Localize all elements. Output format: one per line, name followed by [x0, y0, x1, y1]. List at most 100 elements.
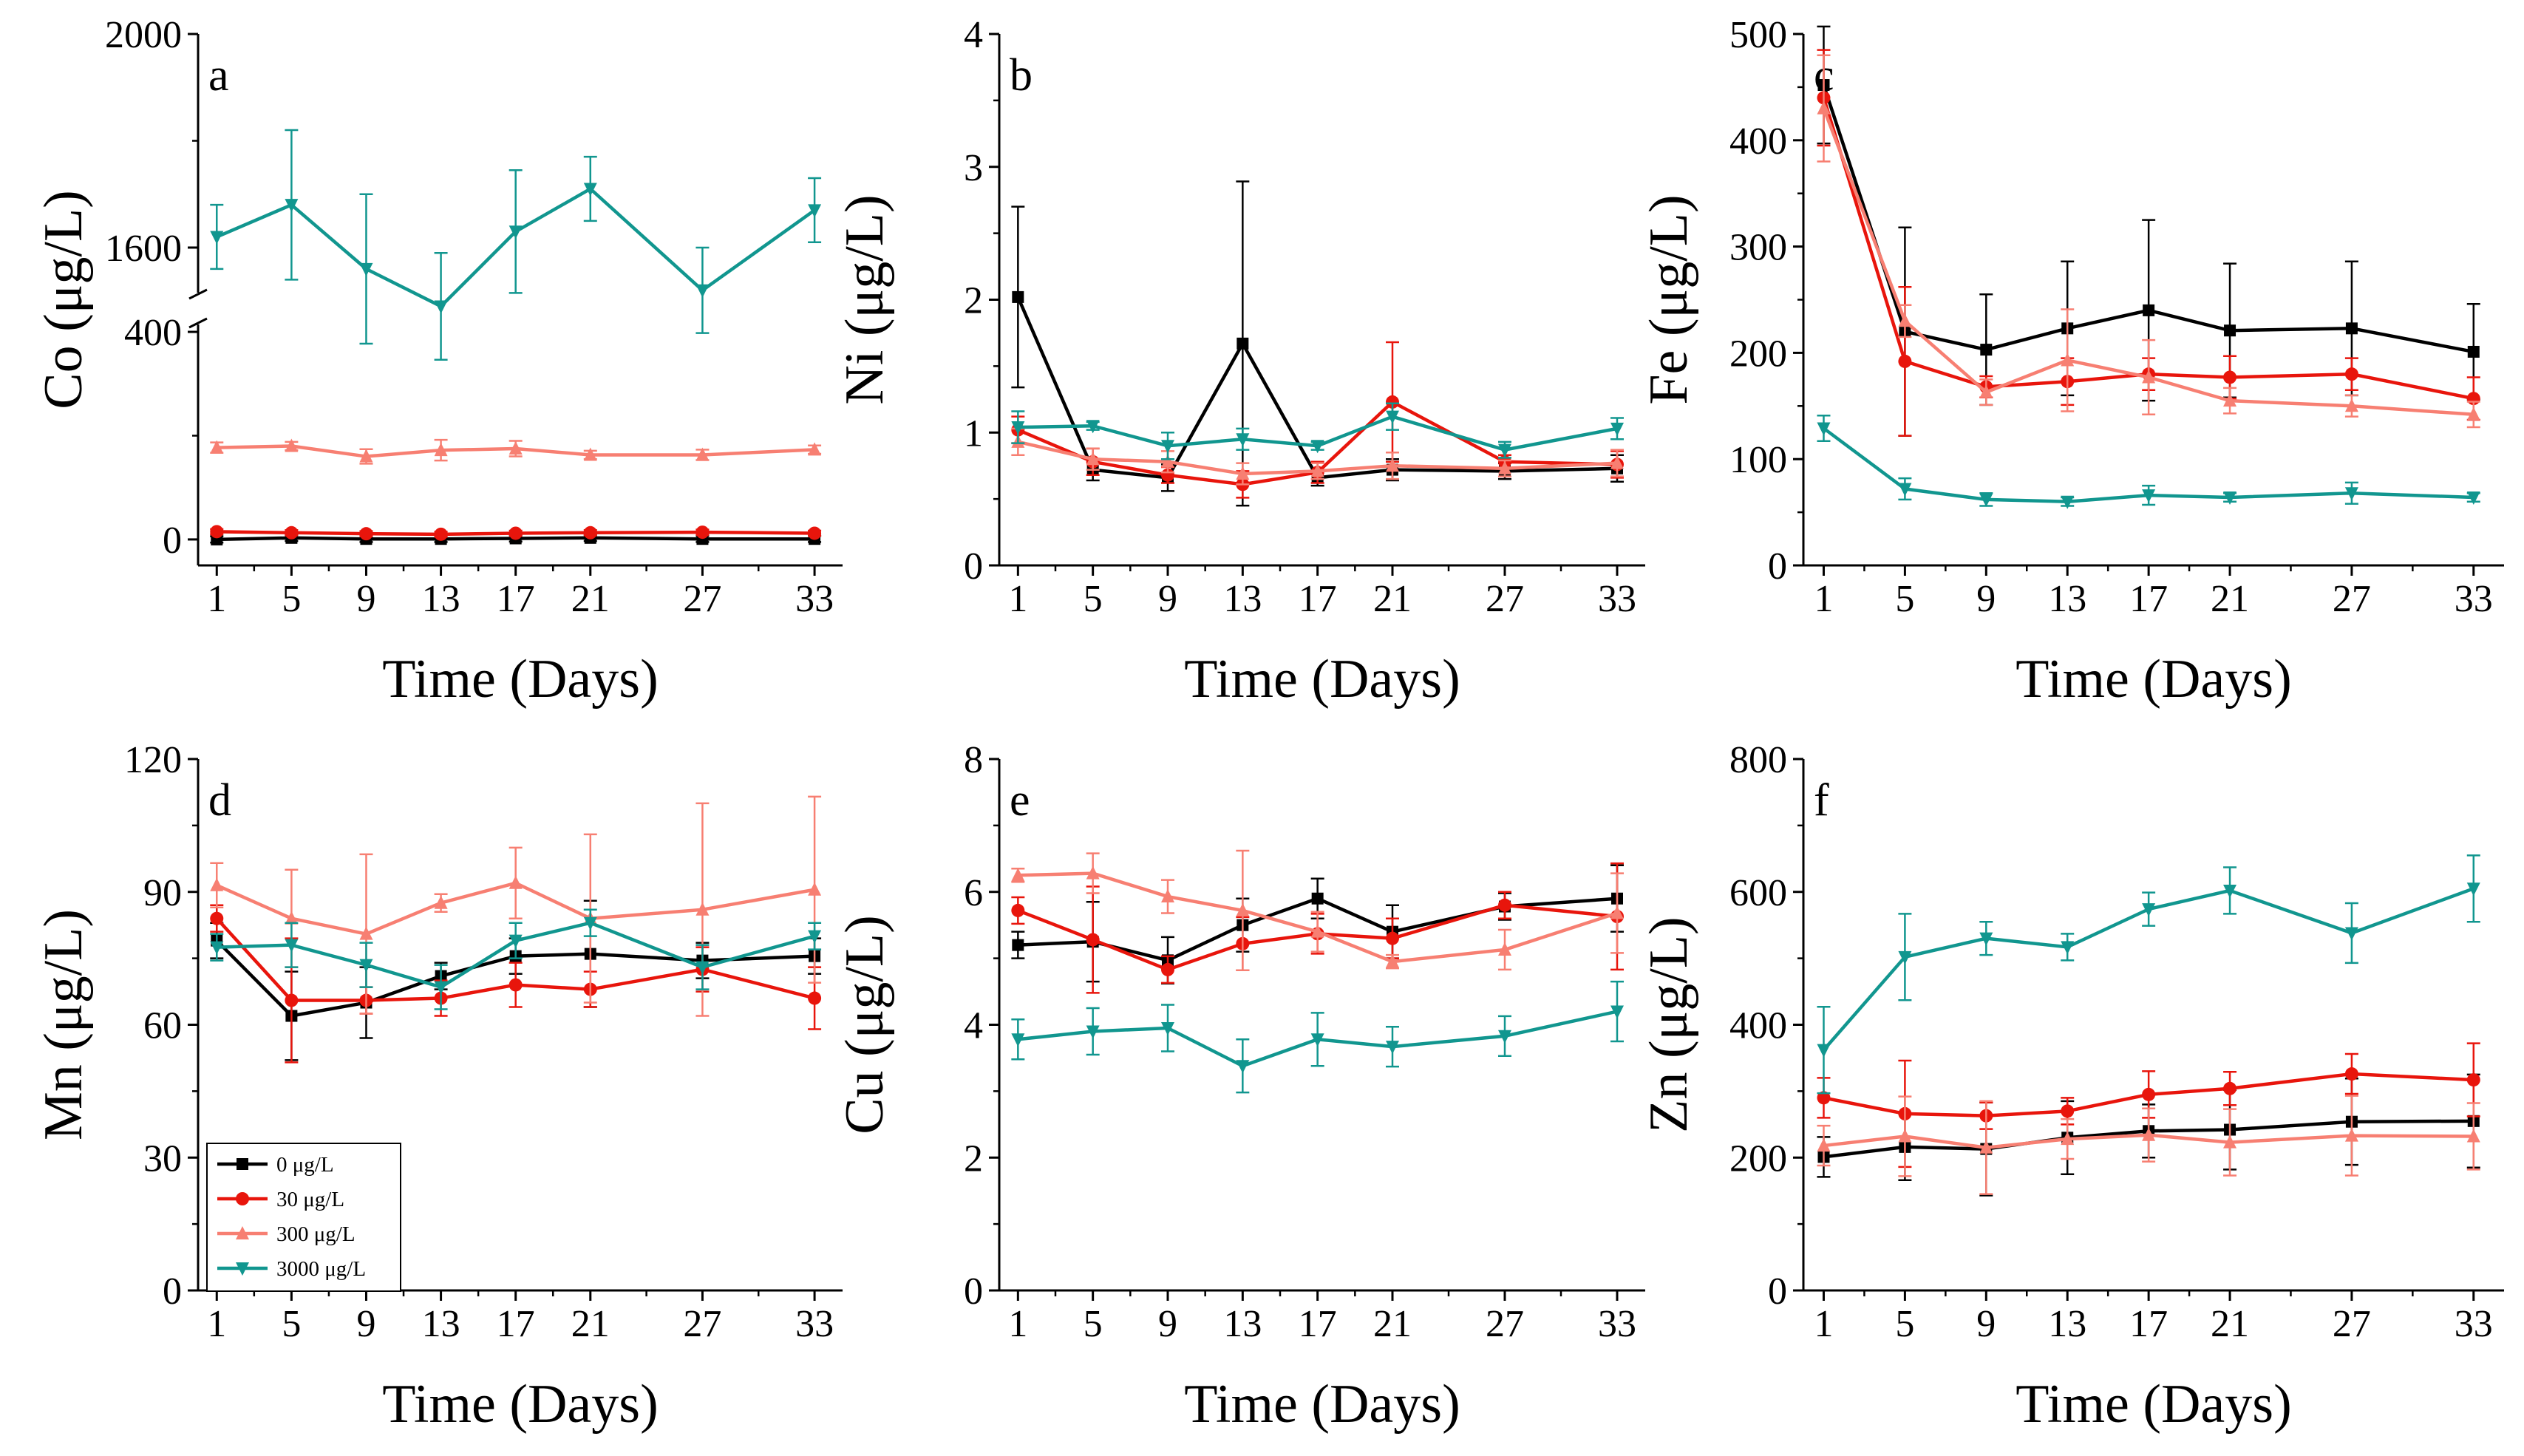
x-tick-label: 5	[1084, 578, 1103, 620]
y-tick-label: 0	[1768, 1270, 1787, 1313]
data-point	[1979, 932, 1993, 946]
series-line	[1822, 107, 2474, 417]
data-point	[2142, 1127, 2156, 1141]
x-tick-label: 13	[422, 578, 460, 620]
data-point	[285, 993, 299, 1007]
series-line	[1017, 903, 1618, 972]
data-point	[695, 961, 710, 975]
data-point	[1012, 939, 1024, 951]
x-tick-label: 21	[1373, 578, 1412, 620]
data-point	[1310, 924, 1324, 938]
x-tick-label: 33	[2455, 578, 2493, 620]
series-3000-ugL	[210, 908, 822, 1010]
data-point	[1161, 454, 1174, 468]
data-point	[1236, 902, 1250, 916]
y-tick-label: 4	[964, 1005, 983, 1047]
panel-label: a	[208, 50, 229, 101]
data-point	[1386, 410, 1399, 424]
x-tick-label: 17	[497, 1303, 535, 1345]
x-tick-label: 17	[497, 578, 535, 620]
series-line	[217, 530, 815, 537]
data-point	[1310, 1033, 1324, 1047]
axis-break-mark	[188, 317, 208, 329]
data-point	[285, 199, 299, 213]
data-point	[2143, 304, 2155, 316]
x-tick-label: 21	[2211, 578, 2249, 620]
data-point	[434, 443, 448, 457]
data-point	[1386, 458, 1399, 472]
x-tick-label: 5	[1084, 1303, 1103, 1345]
data-point	[1498, 898, 1511, 912]
x-tick-label: 9	[1976, 1303, 1996, 1345]
data-point	[1898, 354, 1912, 368]
y-tick-label: 0	[163, 520, 182, 562]
data-point	[210, 231, 224, 245]
series-300-ugL	[1817, 54, 2480, 429]
x-tick-label: 13	[422, 1303, 460, 1345]
y-tick-label: 1	[964, 412, 983, 455]
data-point	[1498, 1030, 1511, 1044]
panel-label: d	[208, 775, 231, 826]
data-point	[2466, 491, 2480, 505]
series-line	[217, 536, 815, 542]
data-point	[1086, 420, 1100, 434]
data-point	[2224, 324, 2236, 337]
x-tick-label: 9	[1158, 1303, 1177, 1345]
series-line	[1017, 400, 1618, 486]
series-line	[215, 917, 815, 1002]
data-point	[1610, 905, 1624, 919]
data-point	[210, 877, 224, 891]
panel-label: e	[1010, 775, 1030, 826]
data-point	[2142, 489, 2156, 503]
x-tick-label: 33	[2455, 1303, 2493, 1345]
y-tick-label: 8	[964, 739, 983, 781]
legend-marker	[236, 1226, 249, 1239]
data-point	[1817, 422, 1831, 436]
y-axis-title: Co (μg/L)	[33, 190, 94, 409]
data-point	[2061, 495, 2075, 509]
data-point	[508, 978, 523, 992]
series-3000-ugL	[1011, 402, 1624, 460]
data-point	[2061, 1132, 2075, 1146]
data-point	[1011, 868, 1025, 882]
y-tick-label: 400	[1729, 120, 1787, 163]
data-point	[1898, 1129, 1912, 1143]
data-point	[2344, 927, 2358, 941]
data-point	[1236, 1060, 1250, 1074]
data-point	[1161, 889, 1174, 903]
y-tick-label: 0	[964, 1270, 983, 1313]
x-tick-label: 5	[282, 578, 301, 620]
x-tick-label: 27	[1486, 578, 1524, 620]
data-point	[508, 225, 523, 239]
data-point	[359, 527, 373, 541]
series-300-ugL	[210, 438, 822, 465]
panel-e: 1 5 9 13 17 21 27 33 0 2 4 6 8 Time (Days) Cu (μg/L) e	[834, 739, 1645, 1435]
data-point	[1086, 1025, 1100, 1039]
data-point	[359, 926, 373, 940]
x-tick-label: 17	[1299, 1303, 1337, 1345]
series-3000-ugL	[1817, 854, 2480, 1095]
x-tick-label: 13	[2048, 1303, 2086, 1345]
series-300-ugL	[1011, 849, 1624, 972]
data-point	[1817, 1138, 1831, 1152]
x-tick-label: 1	[1814, 578, 1833, 620]
legend-label: 300 μg/L	[276, 1222, 356, 1246]
legend-label: 0 μg/L	[276, 1153, 334, 1177]
data-point	[1237, 337, 1249, 350]
data-point	[2223, 1081, 2237, 1095]
legend-marker	[236, 1262, 249, 1276]
data-point	[808, 204, 822, 218]
data-point	[1011, 421, 1025, 435]
data-point	[1610, 1005, 1624, 1019]
axis-break-mark	[188, 288, 208, 300]
data-point	[285, 939, 299, 953]
data-point	[434, 981, 448, 995]
y-tick-label: 1600	[105, 228, 182, 270]
y-tick-label: 400	[1729, 1005, 1787, 1047]
data-point	[1011, 1033, 1025, 1047]
y-tick-label: 2	[964, 1137, 983, 1180]
data-point	[508, 526, 523, 540]
data-point	[1311, 892, 1324, 905]
data-point	[285, 438, 299, 452]
y-tick-label: 90	[143, 872, 182, 914]
